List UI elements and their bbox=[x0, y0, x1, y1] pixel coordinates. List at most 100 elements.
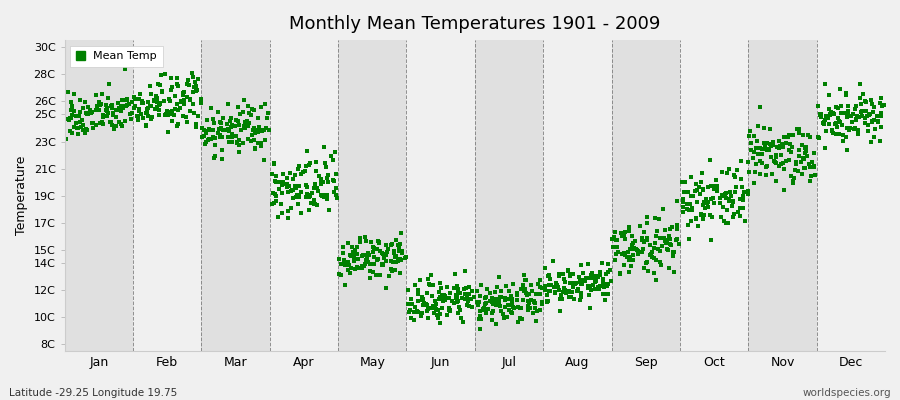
Point bbox=[96, 114, 111, 120]
Point bbox=[185, 70, 200, 76]
Point bbox=[442, 305, 456, 311]
Point bbox=[700, 184, 715, 190]
Point bbox=[450, 294, 464, 300]
Point bbox=[460, 302, 474, 308]
Point bbox=[409, 304, 423, 310]
Point bbox=[238, 125, 252, 131]
Point bbox=[153, 82, 167, 88]
Point bbox=[274, 190, 289, 196]
Point bbox=[636, 228, 651, 235]
Point bbox=[765, 171, 779, 177]
Point bbox=[822, 92, 836, 98]
Point bbox=[778, 140, 793, 146]
Point bbox=[132, 108, 147, 114]
Point bbox=[171, 121, 185, 127]
Point bbox=[855, 108, 869, 114]
Point bbox=[854, 101, 868, 107]
Point bbox=[733, 212, 747, 219]
Point bbox=[241, 103, 256, 109]
Point bbox=[697, 212, 711, 219]
Point bbox=[382, 273, 396, 279]
Point bbox=[506, 304, 520, 310]
Point bbox=[591, 286, 606, 292]
Point bbox=[330, 194, 345, 201]
Point bbox=[212, 126, 227, 132]
Point bbox=[759, 164, 773, 170]
Point bbox=[479, 310, 493, 316]
Point bbox=[161, 108, 176, 115]
Point bbox=[709, 183, 724, 190]
Point bbox=[470, 299, 484, 306]
Point bbox=[860, 128, 875, 134]
Point bbox=[280, 180, 294, 187]
Point bbox=[817, 116, 832, 123]
Point bbox=[171, 82, 185, 89]
Point bbox=[437, 291, 452, 298]
Point bbox=[269, 173, 284, 180]
Point bbox=[99, 107, 113, 113]
Point bbox=[558, 287, 572, 294]
Point bbox=[95, 120, 110, 127]
Point bbox=[340, 262, 355, 268]
Point bbox=[615, 230, 629, 236]
Point bbox=[807, 149, 822, 156]
Point bbox=[849, 117, 863, 123]
Point bbox=[61, 88, 76, 95]
Point bbox=[471, 302, 485, 308]
Point bbox=[738, 217, 752, 224]
Point bbox=[874, 95, 888, 101]
Point bbox=[281, 208, 295, 214]
Point bbox=[717, 193, 732, 200]
Point bbox=[392, 248, 407, 254]
Point bbox=[784, 148, 798, 155]
Point bbox=[186, 101, 201, 107]
Point bbox=[265, 171, 279, 177]
Point bbox=[676, 209, 690, 215]
Point bbox=[162, 110, 176, 117]
Point bbox=[849, 116, 863, 123]
Point bbox=[492, 274, 507, 280]
Point bbox=[112, 118, 127, 125]
Point bbox=[105, 112, 120, 118]
Point bbox=[726, 198, 741, 204]
Point bbox=[779, 140, 794, 147]
Point bbox=[515, 316, 529, 322]
Point bbox=[458, 268, 473, 274]
Point bbox=[722, 166, 736, 173]
Point bbox=[449, 283, 464, 290]
Point bbox=[734, 184, 749, 191]
Point bbox=[626, 245, 640, 252]
Point bbox=[241, 120, 256, 126]
Point bbox=[507, 305, 521, 311]
Point bbox=[583, 305, 598, 311]
Point bbox=[644, 250, 658, 257]
Point bbox=[502, 307, 517, 314]
Point bbox=[157, 98, 171, 105]
Point bbox=[684, 218, 698, 224]
Point bbox=[418, 302, 432, 308]
Point bbox=[64, 106, 78, 113]
Point bbox=[536, 301, 550, 307]
Point bbox=[86, 124, 101, 131]
Point bbox=[757, 140, 771, 146]
Y-axis label: Temperature: Temperature bbox=[15, 156, 28, 235]
Point bbox=[521, 307, 535, 314]
Point bbox=[763, 141, 778, 147]
Point bbox=[864, 139, 878, 145]
Point bbox=[502, 288, 517, 294]
Point bbox=[783, 141, 797, 148]
Point bbox=[741, 188, 755, 195]
Point bbox=[698, 205, 712, 212]
Point bbox=[450, 294, 464, 301]
Point bbox=[284, 188, 298, 194]
Point bbox=[596, 276, 610, 282]
Point bbox=[371, 237, 385, 244]
Point bbox=[421, 306, 436, 312]
Point bbox=[314, 178, 328, 184]
Bar bbox=[338, 40, 407, 351]
Point bbox=[640, 213, 654, 220]
Point bbox=[486, 308, 500, 315]
Point bbox=[812, 134, 826, 141]
Point bbox=[868, 104, 882, 110]
Point bbox=[285, 186, 300, 193]
